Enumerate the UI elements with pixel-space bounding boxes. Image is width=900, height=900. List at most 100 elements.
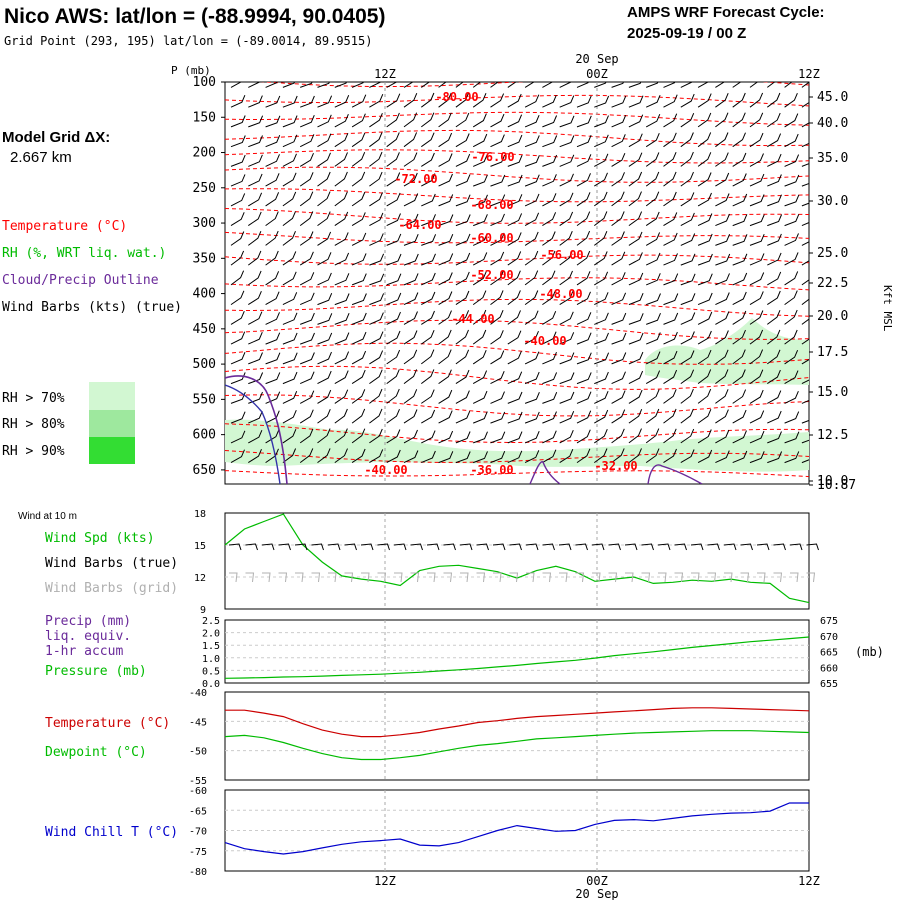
profile-wind-barb: [438, 173, 453, 187]
profile-wind-barb: [317, 252, 332, 266]
profile-wind-barb: [282, 191, 297, 207]
profile-wind-barb: [663, 448, 677, 464]
profile-wind-barb: [697, 273, 713, 286]
profile-wind-barb: [507, 411, 523, 424]
profile-wind-barb: [732, 430, 747, 444]
wind-barb-true: [393, 543, 407, 551]
profile-wind-barb: [663, 253, 678, 266]
profile-wind-barb: [559, 154, 575, 167]
profile-wind-barb: [455, 252, 471, 266]
windchill-line: [224, 802, 809, 855]
profile-wind-barb: [317, 191, 331, 207]
profile-wind-barb: [715, 409, 729, 424]
top-time-label-1: 12Z: [374, 67, 396, 81]
profile-wind-barb: [438, 310, 452, 325]
profile-wind-barb: [645, 95, 661, 108]
profile-wind-barb: [559, 411, 575, 424]
profile-wind-barb: [628, 114, 644, 128]
profile-wind-barb: [542, 174, 557, 187]
wind-barb-grid: [410, 572, 420, 583]
profile-wind-barb: [369, 113, 383, 128]
profile-wind-barb: [369, 82, 381, 88]
profile-wind-barb: [386, 449, 401, 464]
wind-barb-grid: [559, 572, 568, 583]
profile-wind-barb: [317, 133, 332, 148]
wind-barb-grid: [526, 572, 535, 583]
profile-wind-barb: [334, 133, 349, 148]
profile-wind-barb: [680, 212, 695, 227]
profile-wind-barb: [542, 311, 557, 325]
profile-wind-barb: [801, 142, 809, 148]
profile-wind-barb: [801, 459, 809, 464]
profile-wind-barb: [767, 431, 782, 444]
windchill-label: Wind Chill T (°C): [45, 825, 178, 840]
profile-wind-barb: [732, 450, 748, 464]
profile-wind-barb: [265, 192, 280, 207]
profile-wind-barb: [594, 134, 609, 148]
profile-wind-barb: [594, 352, 610, 365]
profile-wind-barb: [663, 212, 678, 227]
profile-wind-barb: [230, 212, 245, 227]
profile-wind-barb: [386, 253, 402, 266]
profile-wind-barb: [455, 329, 469, 345]
cloud-outline: [225, 375, 288, 484]
profile-wind-barb: [282, 82, 296, 88]
profile-wind-barb: [628, 82, 642, 88]
profile-wind-barb: [265, 115, 281, 128]
profile-wind-barb: [299, 134, 315, 148]
wind-speed-label: Wind Spd (kts): [45, 531, 155, 546]
profile-wind-barb: [472, 370, 488, 385]
profile-wind-barb: [715, 369, 729, 384]
wind-barb-true: [773, 543, 786, 551]
profile-wind-barb: [472, 329, 487, 345]
profile-wind-barb: [576, 173, 591, 187]
temp-label: Temperature (°C): [45, 716, 170, 731]
profile-wind-barb: [421, 450, 436, 464]
profile-right-label: Kft MSL: [881, 285, 894, 332]
profile-wind-barb: [317, 171, 331, 187]
profile-wind-barb: [524, 371, 540, 385]
profile-wind-barb: [784, 391, 799, 404]
profile-wind-barb: [300, 82, 313, 88]
profile-wind-barb: [334, 211, 349, 227]
profile-wind-barb: [300, 332, 315, 345]
profile-wind-barb: [715, 172, 730, 187]
profile-right-tick-label: 40.0: [817, 116, 848, 131]
profile-wind-barb: [421, 112, 435, 128]
profile-wind-barb: [784, 214, 800, 227]
profile-wind-barb: [490, 310, 504, 325]
profile-wind-barb: [438, 291, 453, 306]
wind-barb-grid: [641, 572, 651, 583]
profile-wind-barb: [680, 449, 695, 464]
profile-wind-barb: [542, 352, 557, 365]
profile-wind-barb: [611, 211, 625, 226]
profile-wind-barb: [524, 270, 539, 286]
wind-barb-true: [608, 543, 621, 551]
profile-wind-barb: [697, 349, 712, 365]
profile-wind-barb: [524, 290, 539, 306]
profile-wind-barb: [334, 313, 350, 325]
profile-wind-barb: [507, 251, 522, 266]
profile-wind-barb: [490, 371, 505, 385]
profile-wind-barb: [438, 234, 454, 246]
profile-wind-barb: [715, 112, 729, 128]
profile-wind-barb: [680, 82, 693, 88]
forecast-cycle-label: AMPS WRF Forecast Cycle:: [627, 4, 825, 21]
wind-barb-grid: [493, 572, 502, 583]
wind-barb-grid: [658, 572, 667, 583]
profile-wind-barb: [299, 409, 314, 424]
profile-wind-barb: [697, 429, 712, 444]
rh80-swatch: [89, 410, 135, 437]
profile-wind-barb: [282, 172, 297, 187]
profile-wind-barb: [801, 241, 809, 246]
profile-wind-barb: [663, 312, 679, 325]
profile-wind-barb: [369, 293, 385, 306]
profile-wind-barb: [628, 448, 642, 463]
profile-wind-barb: [611, 231, 625, 246]
profile-wind-barb: [801, 318, 809, 325]
profile-wind-barb: [438, 389, 453, 404]
wind-barb-true: [575, 543, 588, 551]
profile-wind-barb: [697, 311, 713, 325]
profile-wind-barb: [386, 152, 400, 167]
profile-wind-barb: [784, 290, 798, 306]
